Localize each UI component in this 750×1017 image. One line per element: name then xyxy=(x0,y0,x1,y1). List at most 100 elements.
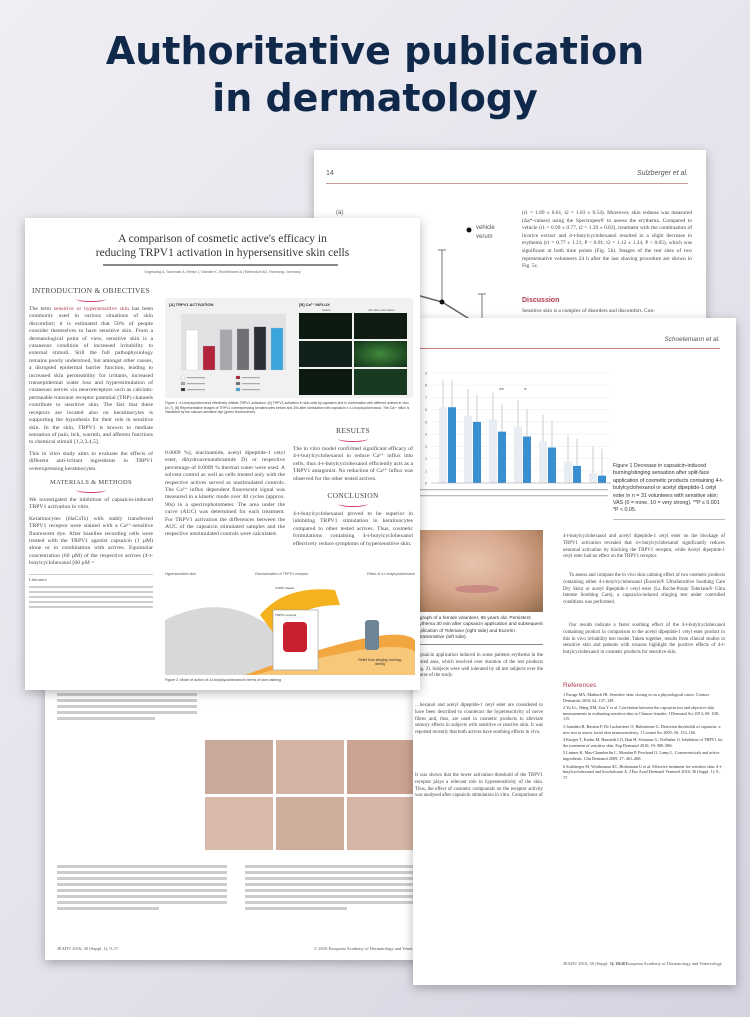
conclusion-heading: CONCLUSION xyxy=(327,491,379,501)
legend: vehicle verum xyxy=(476,224,495,242)
reference-item: 4 Kueper T, Krohn M, Haustedt LO, Hatt H… xyxy=(563,737,723,748)
aim-text: This in vitro study aims to evaluate the… xyxy=(29,450,153,472)
y-tick-label: 9 xyxy=(425,372,427,376)
skin-image-grid xyxy=(205,740,415,850)
legend-swatch xyxy=(235,375,241,380)
headline-line-1: Authoritative publication xyxy=(105,29,645,73)
value-table-row xyxy=(413,489,608,491)
legend-vehicle: vehicle xyxy=(476,225,495,231)
reference-item: 5 Lintner K, Mas-Chamberlin C, Mondon P,… xyxy=(563,750,720,761)
y-tick-label: 0 xyxy=(425,482,427,486)
col-before: before xyxy=(322,308,331,312)
legend-swatch xyxy=(180,381,186,386)
reference-item: 6 Sulzberger M, Worthmann AC, Holtzmann … xyxy=(563,763,723,780)
literature-heading: Literature xyxy=(29,573,153,583)
y-tick-label: 8 xyxy=(425,384,427,388)
right-text-1: 4-t-butylcyclohexanol and acetyl dipepti… xyxy=(563,534,725,560)
y-tick-label: 2 xyxy=(425,457,427,461)
intro-text: The term sensitive or hypersensitive ski… xyxy=(29,306,154,446)
fig-a-title: [A] TRPV1 ACTIVATION xyxy=(169,302,214,307)
legend-swatch xyxy=(235,381,241,386)
panel-label: (a) xyxy=(336,210,344,216)
fig2-label-3: Effect of 4-t-butylcyclohexanol xyxy=(367,572,415,576)
y-tick-label: 1 xyxy=(425,469,427,473)
mode-of-action-illustration xyxy=(165,589,415,675)
footer-left: JEADV 2016, 30 (Suppl. 1), 9–17 xyxy=(57,946,119,951)
legend-text xyxy=(187,383,205,385)
footer-left: JEADV 2016, 30 (Suppl. 1), 18–20 xyxy=(563,961,627,966)
footer-right: © 2016 European Academy of Dermatology a… xyxy=(610,961,722,966)
paper-schoelemann: Schoelemann et al. 0 1 2 3 4 5 6 7 8 9 ** * Figure … xyxy=(413,318,736,985)
col-after: 20s after stimulation xyxy=(368,308,395,312)
column-3: RESULTS The in vitro model confirmed sig… xyxy=(293,426,413,548)
bar xyxy=(498,431,506,483)
left-text-1: Capsaicin application induced in some pa… xyxy=(415,653,543,679)
value-table-row xyxy=(413,495,608,497)
y-tick-label: 3 xyxy=(425,445,427,449)
text-column-2 xyxy=(57,862,227,913)
running-head: Sulzberger et al. xyxy=(637,170,688,177)
plot-area xyxy=(181,314,286,370)
bar xyxy=(270,327,284,371)
bar xyxy=(573,465,581,483)
legend-marker-vehicle xyxy=(466,227,472,233)
reference-item: 2 Yu LL, Wang XM, Zou Y et al. Correlati… xyxy=(563,705,720,722)
right-text-3: Our results indicate a faster soothing e… xyxy=(563,623,725,656)
intro-heading: INTRODUCTION & OBJECTIVES xyxy=(32,286,150,295)
bar xyxy=(548,447,556,483)
y-tick-label: 6 xyxy=(425,408,427,412)
legend-text xyxy=(187,377,205,379)
paper-poster: A comparison of cosmetic active's effica… xyxy=(25,218,420,690)
legend-text xyxy=(242,389,260,391)
bar xyxy=(473,421,481,483)
volunteer-face-photo xyxy=(415,530,543,612)
fig2-label-2: Overactivation of TRPV1 receptor xyxy=(254,572,309,576)
methods-text-1: We investigated the inhibition of capsai… xyxy=(29,496,153,511)
bar xyxy=(202,345,216,371)
fig-b-title: [B] Ca²⁺ INFLUX xyxy=(299,302,330,307)
legend-swatch xyxy=(180,387,186,392)
legend-swatch xyxy=(180,375,186,380)
fig2-header: Hypersensitive skin Overactivation of TR… xyxy=(165,572,415,576)
fig1-caption: Figure 1: 4-t-butylcyclohexanol effectiv… xyxy=(165,401,410,415)
bar xyxy=(539,441,547,483)
methods-text-2: Keratinocytes (HaCaTs) with stably trans… xyxy=(29,515,153,567)
legend-text xyxy=(187,389,205,391)
discussion-heading: Discussion xyxy=(522,297,560,304)
bar xyxy=(564,462,572,483)
significance-marker: ** xyxy=(499,388,505,393)
methods-text-3: 0.0009 %], niacinamide, acetyl dipeptide… xyxy=(165,450,285,538)
discussion-text: Sensitive skin is a complex of disorders… xyxy=(522,308,655,314)
fig2-label-1: Hypersensitive skin xyxy=(165,572,196,576)
paper-bottom: JEADV 2016, 30 (Suppl. 1), 9–17 © 2016 E… xyxy=(45,640,437,960)
bar xyxy=(589,473,597,483)
page-number: 14 xyxy=(326,170,334,177)
bar xyxy=(439,407,447,483)
fig2-caption: Figure 2: Mode of action of 4-t-butylcyc… xyxy=(165,678,282,682)
body-text: (t1 = 1.89 ± 0.61, t2 = 1.83 ± 0.54). Mo… xyxy=(522,210,692,270)
left-text-2: …hexanol and acetyl dipeptide-1 cetyl es… xyxy=(415,703,543,736)
right-text-2: To assess and compare the in vivo skin c… xyxy=(563,573,725,606)
bar xyxy=(448,407,456,483)
bar xyxy=(236,328,250,371)
bar xyxy=(514,426,522,483)
poster-authors: Vogelsang A, Sammain A, Weise J, Wamke K… xyxy=(144,270,301,274)
results-text: The in vitro model confirmed significant… xyxy=(293,446,413,482)
bar xyxy=(219,329,233,371)
y-tick-label: 4 xyxy=(425,433,427,437)
significance-marker: * xyxy=(524,388,527,393)
reference-item: 1 Farage MA, Maibach HI. Sensitive skin:… xyxy=(563,692,709,703)
footer-right: © 2016 European Academy of Dermatology a… xyxy=(313,946,425,951)
intro-highlight: sensitive or hypersensitive skin xyxy=(53,306,130,312)
annotation-relief: Relief from stinging, burning, itching xyxy=(358,658,402,666)
figure-caption: Figure 1 Decrease in capsaicin-induced b… xyxy=(613,463,725,520)
results-heading: RESULTS xyxy=(336,426,370,435)
bar xyxy=(489,419,497,483)
left-text-3: It was shown that the lower activation t… xyxy=(415,773,543,799)
bar xyxy=(185,329,199,371)
poster-title: A comparison of cosmetic active's effica… xyxy=(25,232,420,260)
references-list: 1 Farage MA, Maibach HI. Sensitive skin:… xyxy=(563,692,725,782)
legend-text xyxy=(242,383,260,385)
text-column-3 xyxy=(245,862,415,913)
